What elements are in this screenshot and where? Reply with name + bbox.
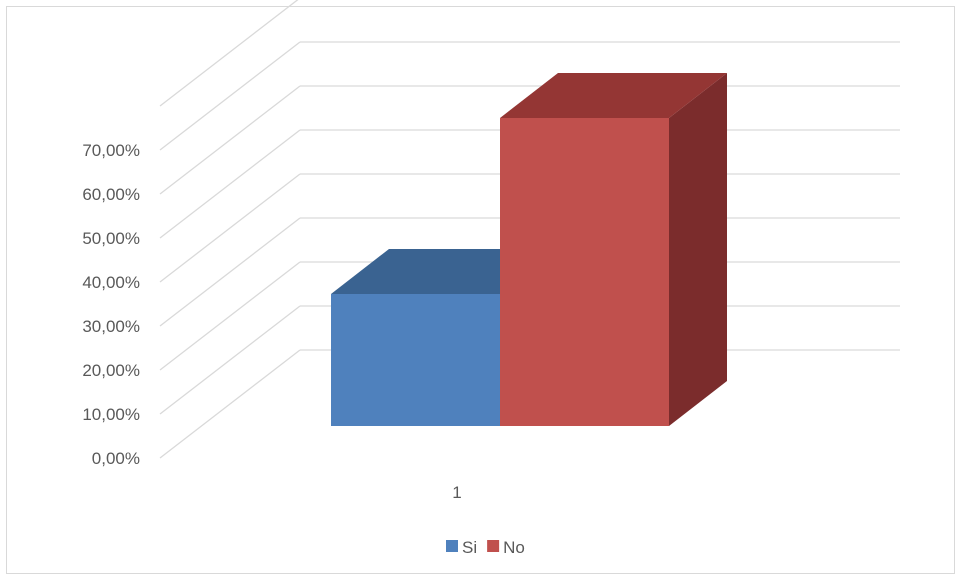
gridline-side <box>159 173 301 283</box>
y-tick-label: 50,00% <box>82 229 140 248</box>
legend-swatch <box>446 540 458 552</box>
y-tick-label: 20,00% <box>82 361 140 380</box>
y-tick-label: 0,00% <box>92 449 140 468</box>
gridline-side <box>159 217 301 327</box>
gridline-side <box>159 349 301 459</box>
bar-top-face <box>500 73 727 118</box>
y-axis-tick-labels: 0,00% 10,00% 20,00% 30,00% 40,00% 50,00% 60,00… <box>82 141 140 468</box>
y-tick-label: 70,00% <box>82 141 140 160</box>
gridline-side <box>159 129 301 239</box>
gridline-side <box>159 0 299 107</box>
y-tick-label: 30,00% <box>82 317 140 336</box>
gridline-side <box>159 85 301 195</box>
legend-label: No <box>503 538 525 557</box>
gridline-side <box>159 41 301 151</box>
gridline-side <box>159 305 301 415</box>
legend-item-no: No <box>487 538 525 557</box>
bar-side-face <box>669 73 727 426</box>
x-axis-category-labels: 1 <box>452 483 461 502</box>
bar-front-face <box>500 118 669 426</box>
y-tick-label: 60,00% <box>82 185 140 204</box>
legend-swatch <box>487 540 500 552</box>
bar-front-face <box>331 294 500 426</box>
legend: Si No <box>446 538 525 557</box>
y-tick-label: 40,00% <box>82 273 140 292</box>
gridline-side <box>159 261 301 371</box>
bar-no <box>500 73 727 426</box>
bars <box>331 73 727 426</box>
legend-label: Si <box>462 538 477 557</box>
x-category-label: 1 <box>452 483 461 502</box>
y-tick-label: 10,00% <box>82 405 140 424</box>
legend-item-si: Si <box>446 538 477 557</box>
